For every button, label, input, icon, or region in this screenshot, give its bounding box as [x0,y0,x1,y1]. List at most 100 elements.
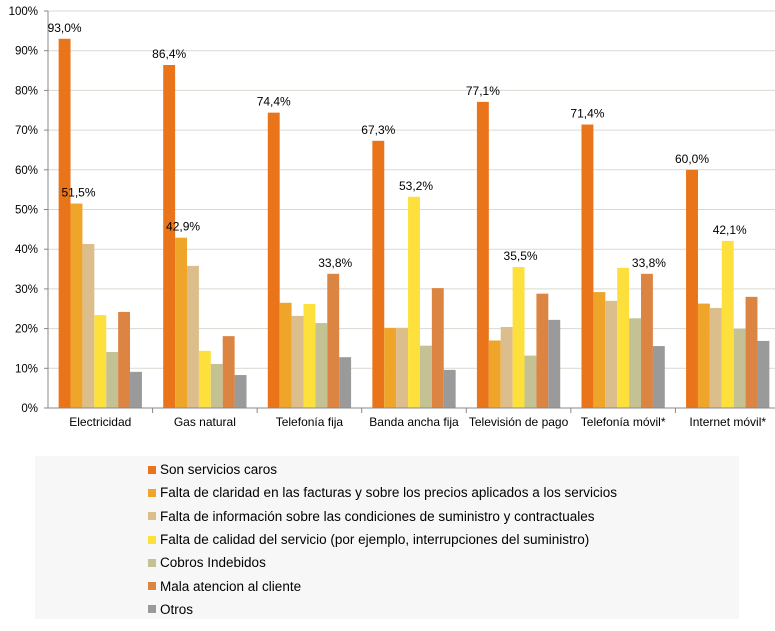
bar [303,303,316,408]
bar [234,375,247,408]
bar [686,169,698,408]
legend-item: Falta de información sobre las condicion… [148,505,617,528]
bar [697,303,710,408]
axes [44,10,775,413]
y-tick-label: 100% [9,6,38,18]
bar [431,288,444,408]
category-label: Televisión de pago [469,415,569,429]
bar [267,112,280,409]
legend-item: Falta de claridad en las facturas y sobr… [148,481,617,504]
bar [548,319,561,408]
bar [327,273,340,408]
bar [617,267,630,408]
data-label: 60,0% [675,152,709,166]
bar-chart: 0% 10% 20% 30% 40% 50% 60% 70% 80% 90% 100% 93,0% 5… [9,6,775,429]
y-tick-label: 0% [21,403,38,415]
bar [419,345,432,408]
bars [58,38,770,409]
bar [605,300,618,408]
bar [721,240,734,408]
bar [175,237,188,408]
legend-swatch-icon [148,535,156,544]
bar [372,140,385,408]
legend-swatch-icon [148,558,156,567]
bar [198,350,211,408]
data-label: 35,5% [504,249,538,263]
bar [82,244,95,408]
category-label: Telefonía móvil* [581,415,666,429]
data-label: 77,1% [466,84,500,98]
bar [709,307,722,408]
legend-item: Cobros Indebidos [148,551,617,574]
bar [70,203,83,408]
bar [315,323,328,408]
legend-item: Mala atencion al cliente [148,574,617,597]
y-tick-label: 60% [15,165,38,177]
legend-label: Falta de calidad del servicio (por ejemp… [160,532,590,548]
legend-item: Son servicios caros [148,458,617,481]
bar [163,64,176,408]
category-label: Internet móvil* [689,415,766,429]
legend-swatch-icon [148,512,156,521]
bar [279,302,292,408]
bar [745,296,758,408]
y-tick-label: 90% [15,46,38,58]
bar [536,293,549,408]
bar [210,363,223,408]
bar [94,315,107,408]
bar [652,346,665,408]
bar [291,315,304,408]
bar [512,267,525,408]
legend-swatch-icon [148,582,156,591]
data-label: 74,4% [257,95,291,109]
bar [524,355,537,408]
legend-swatch-icon [148,605,156,614]
data-label: 33,8% [318,256,352,270]
bar [58,38,71,408]
data-label: 33,8% [632,256,666,270]
bar [408,196,420,408]
bar [187,265,199,408]
data-label: 51,5% [61,186,95,200]
bar [757,340,770,408]
data-label: 86,4% [152,47,186,61]
legend-label: Mala atencion al cliente [160,578,302,594]
legend-swatch-icon [148,488,156,497]
bar [488,340,501,408]
y-tick-label: 10% [15,363,38,375]
data-labels: 93,0% 51,5% 86,4% 42,9% 74,4% 33,8% 67,3% 53,2%… [48,21,747,270]
data-label: 93,0% [48,21,82,35]
legend-label: Otros [160,601,194,617]
bar [593,292,606,408]
category-label: Electricidad [69,415,131,429]
legend-item: Otros [148,598,617,621]
data-label: 53,2% [399,179,433,193]
data-label: 67,3% [361,123,395,137]
bar [339,357,352,408]
legend-item: Falta de calidad del servicio (por ejemp… [148,528,617,551]
bar [106,352,119,408]
y-tick-label: 50% [15,205,38,217]
bar [443,369,456,408]
legend-label: Son servicios caros [160,462,278,478]
legend-label: Falta de información sobre las condicion… [160,508,595,524]
bar [384,327,397,408]
category-label: Banda ancha fija [369,415,459,429]
data-label: 42,1% [713,223,747,237]
legend-label: Falta de claridad en las facturas y sobr… [160,485,617,501]
bar [629,318,641,408]
legend-list: Son servicios caros Falta de claridad en … [148,458,617,621]
bar [640,273,653,408]
y-axis-ticks: 0% 10% 20% 30% 40% 50% 60% 70% 80% 90% 100% [9,6,38,415]
bar [733,328,746,408]
category-labels: Electricidad Gas natural Telefonía fija Ban… [69,415,766,429]
bar [396,327,409,408]
legend: Son servicios caros Falta de claridad en … [35,456,739,619]
bar [130,371,142,408]
data-label: 42,9% [166,220,200,234]
y-tick-label: 70% [15,125,38,137]
y-tick-label: 30% [15,284,38,296]
bar [118,311,131,408]
bar [581,124,594,409]
bar [500,327,513,408]
